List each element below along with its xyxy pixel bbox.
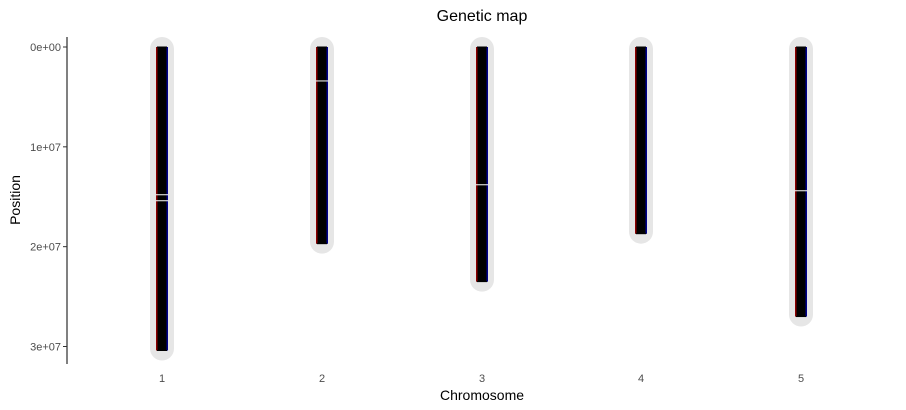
chromosome-edge-left [316, 47, 318, 244]
chromosome-marker-band [316, 47, 328, 244]
chromosome-edge-right [805, 47, 807, 317]
x-tick-label: 3 [479, 373, 485, 385]
chromosome-marker-band [156, 47, 168, 351]
chromosome-edge-right [326, 47, 328, 244]
chromosome-edge-right [645, 47, 647, 234]
x-axis-title: Chromosome [440, 387, 524, 403]
plot-area: 0e+00 1e+07 2e+07 3e+07 1 2 3 4 5 [30, 37, 813, 385]
chromosome-marker-band [795, 47, 807, 317]
y-tick-label: 3e+07 [30, 342, 61, 354]
y-tick-label: 1e+07 [30, 142, 61, 154]
chromosome-edge-right [486, 47, 488, 282]
x-tick-label: 5 [798, 373, 804, 385]
chromosome-edge-left [156, 47, 158, 351]
x-tick-label: 1 [159, 373, 165, 385]
x-tick-label: 2 [319, 373, 325, 385]
y-tick-label: 0e+00 [30, 42, 61, 54]
x-tick-label: 4 [638, 373, 644, 385]
chromosome-marker-band [476, 47, 488, 282]
chart-title: Genetic map [437, 8, 528, 25]
chromosome-edge-left [635, 47, 637, 234]
y-axis-title: Position [7, 175, 23, 225]
chromosome-marker-band [635, 47, 647, 234]
chromosome-edge-left [476, 47, 478, 282]
chromosome-edge-right [166, 47, 168, 351]
y-tick-label: 2e+07 [30, 242, 61, 254]
chromosome-edge-left [795, 47, 797, 317]
